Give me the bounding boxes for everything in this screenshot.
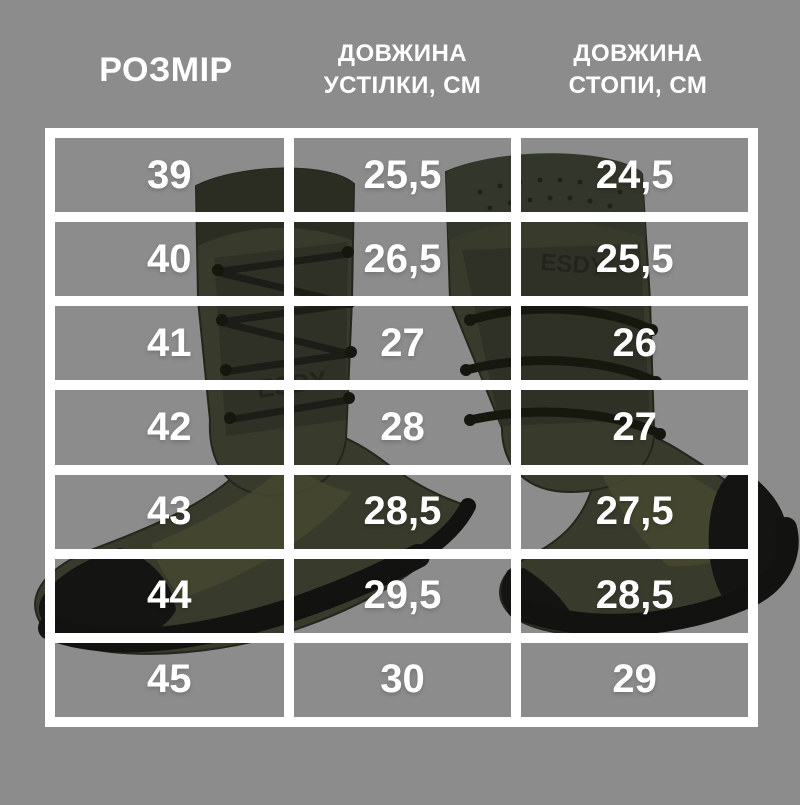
right-boot: ESDY [444,153,799,637]
foot-length-cell: 27 [516,385,753,470]
insole-length-cell: 29,5 [288,553,517,638]
insole-length-cell: 27 [288,301,517,386]
insole-length-cell: 26,5 [288,217,517,302]
foot-length-cell: 24,5 [516,133,753,218]
size-cell: 43 [50,469,289,554]
size-cell: 39 [50,133,289,218]
size-chart-table: 39 25,5 24,5 40 26,5 25,5 41 27 26 42 28… [45,128,758,727]
foot-length-cell: 27,5 [516,469,753,554]
insole-length-cell: 25,5 [288,133,517,218]
foot-length-cell: 28,5 [516,553,753,638]
foot-length-cell: 25,5 [516,217,753,302]
insole-length-cell: 28,5 [288,469,517,554]
size-cell: 45 [50,637,289,722]
size-cell: 44 [50,553,289,638]
size-cell: 42 [50,385,289,470]
column-header-size-label: РОЗМІР [99,51,233,89]
header-row: РОЗМІР ДОВЖИНА УСТІЛКИ, СМ ДОВЖИНА СТОПИ… [45,0,758,126]
foot-length-cell: 29 [516,637,753,722]
right-boot-laces [461,304,665,439]
column-header-size: РОЗМІР [45,38,287,88]
column-header-insole-length: ДОВЖИНА УСТІЛКИ, СМ [323,40,482,99]
size-cell: 41 [50,301,289,386]
insole-length-cell: 30 [288,637,517,722]
size-cell: 40 [50,217,289,302]
column-header-foot-length: ДОВЖИНА СТОПИ, СМ [568,40,708,99]
insole-length-cell: 28 [288,385,517,470]
foot-length-cell: 26 [516,301,753,386]
collar-perforations [477,177,623,211]
right-boot-brand-text: ESDY [540,249,607,280]
